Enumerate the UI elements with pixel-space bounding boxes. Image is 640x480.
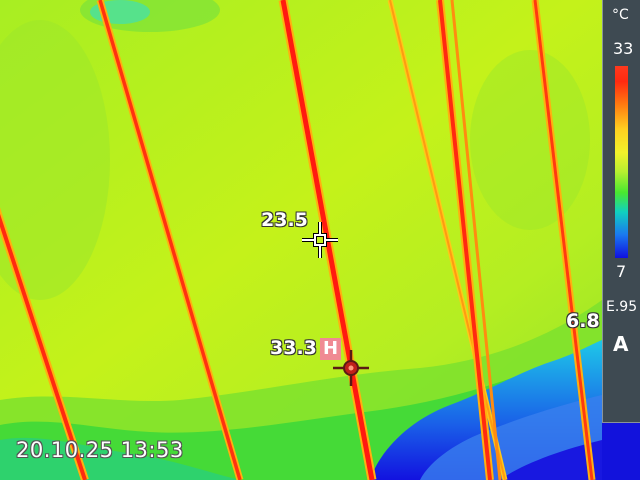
hot-cables bbox=[0, 0, 596, 480]
unit-label: °C bbox=[612, 7, 629, 23]
cold-corner bbox=[602, 420, 640, 480]
hotspot-badge: H bbox=[320, 338, 341, 360]
cold-core bbox=[500, 440, 602, 480]
hotspot-crosshair bbox=[333, 350, 369, 386]
center-spot-crosshair bbox=[302, 222, 338, 258]
cool-patch bbox=[470, 50, 590, 230]
cable bbox=[533, 0, 594, 480]
cable bbox=[438, 0, 492, 480]
cable bbox=[98, 0, 242, 480]
cable bbox=[450, 0, 502, 480]
emissivity-label: E.95 bbox=[606, 299, 638, 315]
cable bbox=[0, 213, 87, 480]
center-spot-temperature: 23.5 bbox=[261, 209, 308, 231]
scale-min-value: 7 bbox=[616, 262, 627, 281]
coldspot-temperature: 6.8 bbox=[566, 310, 600, 332]
temperature-scale-panel: °C 33 7 E.95 A bbox=[602, 0, 640, 423]
teal-patch bbox=[0, 437, 240, 480]
measurement-mode-label: A bbox=[613, 332, 629, 356]
cable bbox=[389, 0, 506, 480]
color-scale-bar bbox=[615, 66, 628, 258]
hotspot-temperature: 33.3 bbox=[270, 337, 317, 359]
capture-timestamp: 20.10.25 13:53 bbox=[16, 438, 184, 462]
scale-max-value: 33 bbox=[613, 39, 634, 58]
cool-patch bbox=[0, 20, 110, 300]
